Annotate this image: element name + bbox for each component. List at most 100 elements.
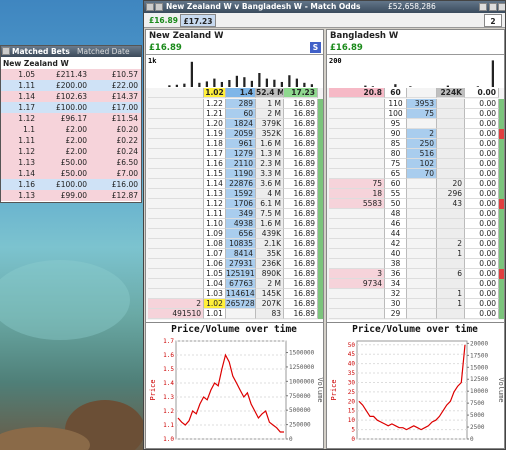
lay-volume <box>329 159 385 169</box>
y-tick-label: 20 <box>348 398 356 405</box>
water <box>0 260 130 340</box>
bet-stake: £50.00 <box>60 158 87 167</box>
ladder-pnl: 16.89 <box>284 169 318 179</box>
bet-odds: 1.14 <box>18 92 35 101</box>
traded: 1 M <box>256 99 284 109</box>
window-button[interactable] <box>489 3 497 11</box>
bet-row: 1.11 £200.00 £22.00 <box>1 80 141 91</box>
volume-bar <box>273 79 276 87</box>
lay-volume <box>329 289 385 299</box>
side-indicator <box>318 159 323 169</box>
traded: 1 <box>437 289 465 299</box>
bet-profit: £0.20 <box>116 125 138 134</box>
bet-stake: £211.43 <box>55 70 87 79</box>
volume-bar <box>295 78 298 87</box>
volume-profile: 1k <box>146 54 323 89</box>
y-tick-label: 50 <box>348 342 356 349</box>
bet-stake: £102.63 <box>55 92 87 101</box>
odds: 110 <box>385 99 407 109</box>
traded <box>437 259 465 269</box>
side-indicator <box>318 149 323 159</box>
runner-panel: New Zealand W £16.89 S 1k 1.02 1.4 52.4 M 17.23… <box>145 29 324 449</box>
odds: 100 <box>385 109 407 119</box>
traded: 145K <box>256 289 284 299</box>
ladder-pnl: 16.89 <box>284 299 318 309</box>
side-indicator <box>499 109 504 119</box>
lay-volume <box>148 219 204 229</box>
back-volume: 1706 <box>226 199 256 209</box>
back-volume: 8414 <box>226 249 256 259</box>
lay-volume <box>329 139 385 149</box>
bet-odds: 1.05 <box>18 70 35 79</box>
side-indicator <box>499 299 504 309</box>
ladder-pnl: 16.89 <box>284 129 318 139</box>
runner-panel: Bangladesh W £16.89 200 20.8 60 224K 0.00 110 39… <box>326 29 505 449</box>
back-volume <box>407 119 437 129</box>
ladder-pnl: 0.00 <box>465 109 499 119</box>
volume-profile: 200 <box>327 54 504 89</box>
lay-volume <box>329 249 385 259</box>
traded: 352K <box>256 129 284 139</box>
panel-title: Matched Bets <box>12 47 70 56</box>
traded: 6.1 M <box>256 199 284 209</box>
window-button[interactable] <box>498 3 505 11</box>
ladder-pnl: 16.89 <box>284 279 318 289</box>
s-button[interactable]: S <box>310 42 321 53</box>
ladder-pnl: 16.89 <box>284 249 318 259</box>
y-tick-label: 15 <box>348 408 356 415</box>
back-volume: 516 <box>407 149 437 159</box>
back-volume: 3953 <box>407 99 437 109</box>
price-line <box>177 353 284 433</box>
odds: 1.03 <box>204 289 226 299</box>
odds: 1.17 <box>204 149 226 159</box>
side-indicator <box>318 229 323 239</box>
traded <box>437 169 465 179</box>
menu-icon[interactable] <box>155 3 163 11</box>
volume-top-label: 1k <box>148 57 157 65</box>
window-button[interactable] <box>479 3 487 11</box>
chart-title: Price/Volume over time <box>171 324 297 335</box>
y-axis-label: Price <box>149 379 157 400</box>
ladder-pnl: 16.89 <box>284 269 318 279</box>
lay-volume <box>148 289 204 299</box>
y-tick-label: 1.2 <box>163 408 174 415</box>
bet-stake: £96.17 <box>60 114 87 123</box>
help-icon[interactable] <box>2 47 10 55</box>
ladder-header-cell: 20.8 <box>329 88 385 98</box>
market-window: New Zealand W v Bangladesh W - Match Odd… <box>143 0 506 450</box>
help-icon[interactable] <box>146 3 154 11</box>
odds: 32 <box>385 289 407 299</box>
volume-bar <box>235 75 238 87</box>
side-indicator <box>499 219 504 229</box>
lay-volume <box>329 129 385 139</box>
traded: 35K <box>256 249 284 259</box>
ladder-pnl: 0.00 <box>465 129 499 139</box>
lay-volume <box>148 169 204 179</box>
odds: 30 <box>385 299 407 309</box>
back-volume: 27931 <box>226 259 256 269</box>
odds: 42 <box>385 239 407 249</box>
lay-volume <box>329 259 385 269</box>
odds: 29 <box>385 309 407 319</box>
ladder-pnl: 0.00 <box>465 289 499 299</box>
back-volume: 349 <box>226 209 256 219</box>
odds: 1.10 <box>204 219 226 229</box>
side-indicator <box>318 99 323 109</box>
traded <box>437 99 465 109</box>
bet-profit: £6.50 <box>116 158 138 167</box>
back-volume: 1279 <box>226 149 256 159</box>
y2-tick-label: 0 <box>289 436 293 443</box>
traded: 7.5 M <box>256 209 284 219</box>
odds: 1.21 <box>204 109 226 119</box>
traded: 236K <box>256 259 284 269</box>
y2-tick-label: 12500 <box>470 376 488 383</box>
back-volume <box>407 309 437 319</box>
lay-volume <box>329 219 385 229</box>
lay-volume <box>148 229 204 239</box>
odds: 36 <box>385 269 407 279</box>
side-indicator <box>499 209 504 219</box>
bet-profit: £12.87 <box>111 191 138 200</box>
back-volume <box>407 299 437 309</box>
runner-name: New Zealand W <box>149 31 224 41</box>
side-indicator <box>318 289 323 299</box>
